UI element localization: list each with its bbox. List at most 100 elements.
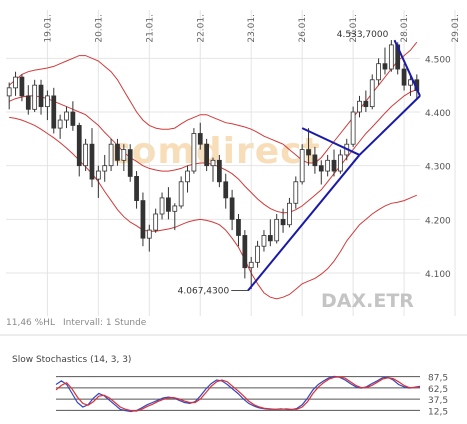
candle-body xyxy=(350,111,356,145)
stochastics-lines xyxy=(55,375,421,413)
y-tick-label: 4.400 xyxy=(425,109,451,119)
candlestick xyxy=(115,138,120,166)
candlestick xyxy=(312,146,318,174)
y-tick-labels: 4.500 4.400 4.300 4.200 4.100 xyxy=(425,55,451,280)
y-tick-label: 4.500 xyxy=(425,55,451,65)
candle-body xyxy=(191,133,197,172)
candle-body xyxy=(32,84,38,110)
stochastics-title: Slow Stochastics (14, 3, 3) xyxy=(12,355,131,365)
candle-body xyxy=(178,181,184,207)
candle-body xyxy=(146,229,152,239)
candle-body xyxy=(401,68,407,86)
y-tick-label: 4.200 xyxy=(425,216,451,226)
candlestick xyxy=(216,154,222,188)
x-tick-label: 26.01. xyxy=(298,14,308,43)
stochastics-y-tick-label: 87,5 xyxy=(428,374,448,384)
candlestick xyxy=(369,74,375,110)
candlestick xyxy=(89,128,95,188)
x-tick-label: 20.01. xyxy=(94,14,104,43)
candle-body xyxy=(159,197,165,215)
candle-body xyxy=(216,159,222,183)
candlesticks xyxy=(6,40,420,290)
candlestick xyxy=(57,114,63,139)
candlestick xyxy=(172,203,178,231)
candle-body xyxy=(242,235,248,269)
candlestick xyxy=(293,176,299,209)
low-annotation: 4.067,4300 xyxy=(178,287,230,297)
band-line-upper-band xyxy=(8,41,418,164)
candle-body xyxy=(318,165,324,172)
candlestick xyxy=(153,208,159,233)
candlestick xyxy=(229,189,235,231)
candle-body xyxy=(287,202,292,226)
candle-body xyxy=(108,143,114,167)
candlestick xyxy=(363,90,369,112)
candlestick xyxy=(280,208,286,233)
candle-body xyxy=(261,235,267,247)
candlestick xyxy=(95,165,101,198)
footer-interval-label: Intervall: 1 Stunde xyxy=(63,318,147,328)
candlestick xyxy=(325,154,331,177)
candlestick xyxy=(191,128,197,174)
trendline xyxy=(247,154,361,292)
candlestick xyxy=(178,176,184,209)
candle-body xyxy=(312,154,318,167)
candle-body xyxy=(121,149,127,161)
candle-body xyxy=(185,170,190,183)
candle-body xyxy=(376,63,381,81)
candlestick xyxy=(287,197,292,228)
candlestick xyxy=(140,192,146,247)
candle-body xyxy=(255,245,260,263)
candle-body xyxy=(408,79,413,86)
candlestick xyxy=(127,144,133,182)
high-annotation: 4.533,7000 xyxy=(337,30,389,40)
candlestick xyxy=(51,87,57,134)
y-tick-label: 4.300 xyxy=(425,163,451,173)
trendline xyxy=(301,127,360,156)
candle-body xyxy=(325,159,331,172)
candlestick xyxy=(236,214,241,247)
candle-body xyxy=(45,95,50,108)
candle-body xyxy=(83,143,88,167)
candlestick xyxy=(388,40,394,72)
candle-body xyxy=(172,205,178,212)
candlestick xyxy=(159,192,165,220)
candle-body xyxy=(369,79,375,108)
candlestick xyxy=(70,101,76,131)
candle-body xyxy=(306,149,311,156)
stochastics-y-tick-labels: 87,562,537,512,5 xyxy=(428,374,448,418)
candle-body xyxy=(338,154,343,172)
stochastics-y-tick-label: 12,5 xyxy=(428,407,448,417)
candlestick xyxy=(25,85,31,115)
candlestick xyxy=(210,157,216,182)
candle-body xyxy=(140,200,146,239)
candle-body xyxy=(57,119,63,129)
candlestick xyxy=(274,214,280,244)
candlestick xyxy=(318,160,324,185)
candlestick xyxy=(267,219,273,247)
candle-body xyxy=(248,261,254,269)
stochastics-line-d xyxy=(55,376,421,412)
candle-body xyxy=(293,181,299,204)
candlestick xyxy=(6,82,12,110)
candle-body xyxy=(127,149,133,177)
candle-body xyxy=(134,176,139,201)
candle-body xyxy=(19,76,25,97)
candlestick xyxy=(121,144,127,172)
candle-body xyxy=(6,87,12,97)
candle-body xyxy=(363,100,369,108)
candle-body xyxy=(13,76,18,89)
candlestick xyxy=(185,165,190,193)
stochastics-panel: Slow Stochastics (14, 3, 3) 87,562,537,5… xyxy=(12,355,448,417)
candle-body xyxy=(89,143,95,180)
candlestick xyxy=(242,230,248,279)
trendlines xyxy=(247,39,421,292)
candle-body xyxy=(38,84,44,108)
candle-body xyxy=(331,159,337,172)
candlestick xyxy=(401,63,407,91)
candlestick xyxy=(134,171,139,209)
candlestick xyxy=(166,187,171,220)
candle-body xyxy=(64,111,69,121)
candlestick xyxy=(408,74,413,96)
